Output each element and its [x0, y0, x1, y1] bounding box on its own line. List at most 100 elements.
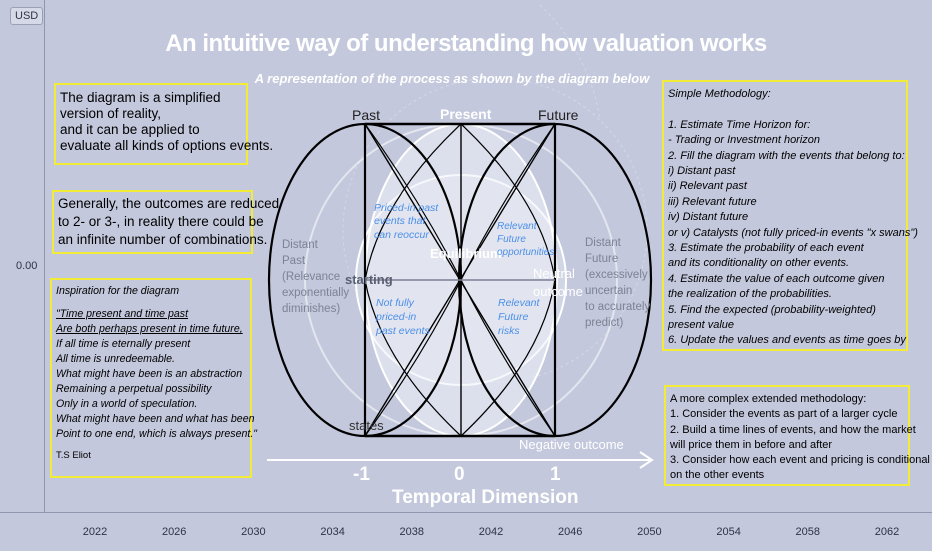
note-line: and it can be applied to: [60, 122, 200, 137]
svg-text:Future: Future: [585, 253, 618, 265]
methodology-line: 1. Estimate Time Horizon for:: [668, 118, 811, 131]
quote-line: Point to one end, which is always presen…: [56, 428, 258, 440]
svg-text:Relevant: Relevant: [498, 297, 541, 309]
quote-line: All time is unredeemable.: [56, 353, 175, 365]
svg-text:opportunities: opportunities: [497, 247, 554, 258]
quote-line: Remaining a perpetual possibility: [56, 383, 212, 395]
relevant-future-opportunities-text: Relevant Future opportunities: [497, 221, 554, 258]
methodology-line: present value: [668, 319, 735, 332]
methodology-line: - Trading or Investment horizon: [668, 134, 821, 147]
outcomes-note: Generally, the outcomes are reduced to 2…: [52, 190, 280, 254]
methodology-line: i) Distant past: [668, 165, 736, 178]
svg-text:Distant: Distant: [585, 237, 622, 249]
svg-text:Not fully: Not fully: [376, 297, 415, 309]
fan-curve-top-right: [460, 123, 556, 281]
time-axis-tick: 2026: [161, 526, 187, 538]
methodology-line: the realization of the probabilities.: [668, 288, 832, 301]
simplified-reality-note: The diagram is a simplified version of r…: [54, 83, 274, 165]
fan-inner-bl: [364, 279, 462, 437]
note-line: to 2- or 3-, in reality there could be: [58, 214, 264, 229]
label-states: states: [349, 418, 384, 433]
note-line: The diagram is a simplified: [60, 90, 221, 105]
svg-text:can reoccur: can reoccur: [374, 229, 429, 241]
price-axis[interactable]: [0, 0, 45, 512]
extended-heading: A more complex extended methodology:: [670, 393, 867, 405]
label-future: Future: [538, 107, 579, 123]
time-axis-tick: 2046: [557, 526, 583, 538]
svg-text:uncertain: uncertain: [585, 285, 632, 297]
time-axis-tick: 2038: [399, 526, 425, 538]
quote-line: "Time present and time past: [56, 308, 189, 320]
faint-orbit-arc-2: [539, 4, 601, 121]
time-axis-tick: 2022: [82, 526, 108, 538]
quote-line: If all time is eternally present: [56, 338, 191, 350]
priced-in-past-text: Priced-in past events that can reoccur: [374, 202, 439, 241]
methodology-line: 3. Estimate the probability of each even…: [668, 242, 864, 255]
fan-curve-top-left: [364, 123, 462, 281]
label-past: Past: [352, 107, 380, 123]
inspiration-note: Inspiration for the diagram "Time presen…: [50, 278, 258, 478]
simple-methodology-note: Simple Methodology: 1. Estimate Time Hori…: [662, 80, 918, 351]
svg-text:priced-in: priced-in: [375, 311, 416, 323]
methodology-line: or v) Catalysts (not fully priced-in eve…: [668, 226, 918, 239]
label-negative-outcome: Negative outcome: [519, 437, 624, 452]
svg-text:Future: Future: [498, 311, 529, 323]
methodology-line: ii) Relevant past: [668, 180, 747, 193]
svg-text:Priced-in past: Priced-in past: [374, 202, 439, 214]
time-axis-tick: 2030: [241, 526, 266, 538]
fan-inner-tr: [460, 123, 556, 281]
fan-curve-bottom-left: [364, 279, 462, 437]
time-axis-tick: 2042: [478, 526, 504, 538]
page-subtitle: A representation of the process as shown…: [254, 71, 650, 86]
label-neutral-2: outcome: [533, 284, 583, 299]
methodology-line: 2. Fill the diagram with the events that…: [668, 149, 905, 162]
quote-line: Only in a world of speculation.: [56, 398, 198, 410]
svg-text:past events: past events: [375, 325, 430, 337]
quote-line: What might have been and what has been: [56, 413, 255, 425]
time-axis-tick: 2062: [874, 526, 900, 538]
extended-line: on the other events: [670, 469, 765, 482]
methodology-heading: Simple Methodology:: [668, 88, 771, 100]
time-axis-tick: 2058: [795, 526, 821, 538]
page-title: An intuitive way of understanding how va…: [165, 30, 767, 57]
note-line: an infinite number of combinations.: [58, 232, 268, 247]
quote-line: What might have been is an abstraction: [56, 368, 243, 380]
time-axis-tick: 2050: [637, 526, 662, 538]
relevant-future-risks-text: Relevant Future risks: [498, 297, 541, 337]
quote-author: T.S Eliot: [56, 450, 91, 461]
svg-text:to accurately: to accurately: [585, 301, 650, 313]
extended-line: 2. Build a time lines of events, and how…: [670, 423, 916, 436]
fan-inner-tl: [364, 123, 462, 281]
label-present: Present: [440, 106, 492, 122]
methodology-line: 4. Estimate the value of each outcome gi…: [668, 272, 885, 285]
svg-text:events that: events that: [374, 215, 426, 227]
future-outer-arc: [554, 122, 653, 438]
note-line: Generally, the outcomes are reduced: [58, 196, 280, 211]
methodology-line: 5. Find the expected (probability-weight…: [668, 303, 876, 316]
svg-text:(Relevance: (Relevance: [282, 271, 340, 283]
label-equilibrium: Equilibrium: [430, 246, 502, 261]
price-axis-label: 0.00: [16, 260, 38, 272]
extended-line: 3. Consider how each event and pricing i…: [670, 454, 930, 467]
distant-past-text: Distant Past (Relevance exponentially di…: [282, 239, 349, 315]
svg-text:Relevant: Relevant: [497, 221, 538, 232]
fan-inner-br: [460, 279, 556, 437]
svg-text:risks: risks: [498, 325, 520, 337]
methodology-line: [668, 102, 902, 117]
time-axis[interactable]: [0, 512, 932, 551]
time-axis-tick: 2034: [320, 526, 345, 538]
svg-text:(excessively: (excessively: [585, 269, 648, 281]
svg-text:exponentially: exponentially: [282, 287, 349, 299]
extended-line: 1. Consider the events as part of a larg…: [670, 408, 898, 421]
past-inner-arc: [267, 122, 366, 438]
methodology-line: 6. Update the values and events as time …: [668, 334, 906, 347]
svg-text:predict): predict): [585, 317, 624, 329]
currency-label[interactable]: USD: [10, 7, 44, 25]
note-line: evaluate all kinds of options events.: [60, 138, 274, 153]
svg-text:Future: Future: [497, 234, 526, 245]
extended-line: will price them in before and after: [670, 438, 833, 451]
tick-minus-one: -1: [353, 464, 370, 485]
temporal-axis-title: Temporal Dimension: [392, 487, 579, 508]
methodology-line: and its conditionality on other events.: [668, 257, 850, 270]
